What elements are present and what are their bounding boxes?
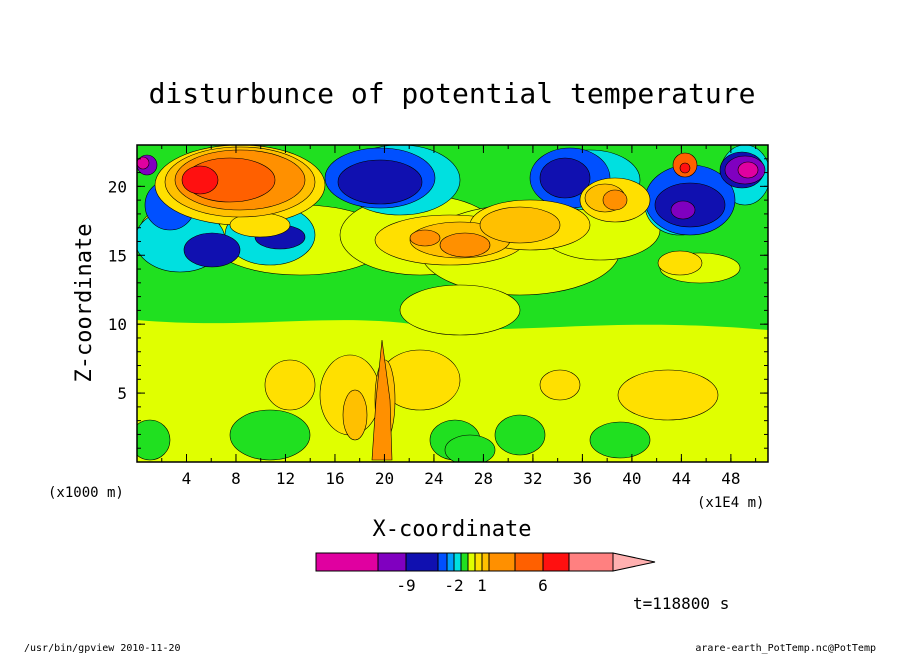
colorbar-segment (405, 552, 439, 572)
x-axis: 4 8 12 16 20 24 28 32 36 40 44 48 (161, 145, 757, 488)
colorbar-segment (481, 552, 490, 572)
x-tick-label: 28 (474, 469, 493, 488)
footer-left: /usr/bin/gpview 2010-11-20 (24, 643, 181, 654)
contour-region (439, 232, 491, 258)
colorbar-segment (315, 552, 379, 572)
time-label: t=118800 s (633, 594, 729, 613)
contour-region (137, 419, 171, 461)
plot-frame (136, 144, 769, 463)
y-axis-title: Z-coordinate (72, 224, 97, 383)
contour-region (737, 161, 759, 179)
contour-region (181, 165, 219, 195)
colorbar-tick-label: 1 (477, 576, 487, 595)
contour-region (657, 250, 703, 276)
x-tick-label: 20 (375, 469, 394, 488)
colorbar-extend-arrow (612, 552, 656, 572)
colorbar-segment (437, 552, 448, 572)
x-axis-title: X-coordinate (373, 517, 532, 542)
y-tick-label: 20 (108, 177, 127, 196)
y-tick-label: 15 (108, 246, 127, 265)
colorbar-segment (514, 552, 544, 572)
x-tick-label: 16 (325, 469, 344, 488)
colorbar-segment (467, 552, 476, 572)
y-tick-label: 5 (117, 384, 127, 403)
colorbar-tick-label: -2 (444, 576, 463, 595)
x-tick-label: 4 (182, 469, 192, 488)
colorbar-tick-label: 6 (538, 576, 548, 595)
contour-region (399, 284, 521, 336)
colorbar: -9 -2 1 6 (315, 552, 656, 595)
contour-region (337, 159, 423, 205)
footer-right: arare-earth_PotTemp.nc@PotTemp (695, 643, 876, 654)
colorbar-tick-label: -9 (396, 576, 415, 595)
contour-region (539, 157, 591, 199)
contour-region (670, 200, 696, 220)
contour-region (137, 156, 150, 170)
contour-region (617, 369, 719, 421)
x-tick-label: 48 (721, 469, 740, 488)
y-tick-label: 10 (108, 315, 127, 334)
colorbar-segment (568, 552, 614, 572)
contour-field (137, 145, 768, 462)
contour-region (409, 229, 441, 247)
colorbar-segment (453, 552, 462, 572)
contour-region (679, 162, 691, 174)
x-tick-label: 8 (231, 469, 241, 488)
colorbar-segment (474, 552, 483, 572)
x-tick-label: 24 (424, 469, 443, 488)
colorbar-segment (488, 552, 516, 572)
colorbar-segment (446, 552, 455, 572)
x-axis-unit: (x1E4 m) (697, 495, 764, 511)
contour-region (589, 421, 651, 459)
x-tick-label: 44 (672, 469, 691, 488)
x-tick-label: 32 (523, 469, 542, 488)
chart-title: disturbunce of potential temperature (149, 77, 756, 110)
y-axis-unit: (x1000 m) (48, 485, 124, 501)
x-tick-label: 36 (573, 469, 592, 488)
contour-region (479, 206, 561, 244)
contour-region (183, 232, 241, 268)
contour-region (264, 359, 316, 411)
y-axis: 5 10 15 20 (108, 158, 768, 449)
colorbar-segment (377, 552, 407, 572)
contour-region (539, 369, 581, 401)
x-tick-label: 12 (276, 469, 295, 488)
contour-region (444, 434, 496, 462)
colorbar-segment (460, 552, 469, 572)
colorbar-segment (542, 552, 570, 572)
contour-region (371, 339, 393, 461)
contour-region (602, 189, 628, 211)
contour-region (229, 409, 311, 461)
contour-region (342, 389, 368, 441)
contour-region (494, 414, 546, 456)
x-tick-label: 40 (622, 469, 641, 488)
